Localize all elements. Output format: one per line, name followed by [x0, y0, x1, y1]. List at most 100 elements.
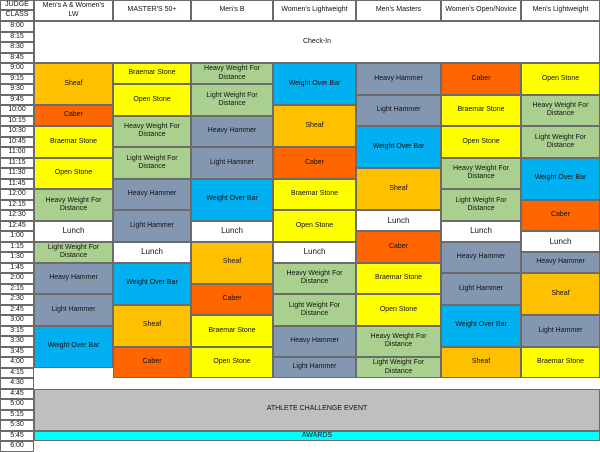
time-label: 10:45 [0, 136, 34, 147]
event-open: Open Stone [441, 126, 521, 158]
time-label: 9:45 [0, 94, 34, 105]
event-wob: Weight Over Bar [441, 304, 521, 347]
event-hh: Heavy Hammer [521, 252, 600, 273]
event-sheaf: Sheaf [34, 63, 113, 105]
event-lunch: Lunch [441, 220, 521, 242]
time-label: 4:00 [0, 357, 34, 368]
time-label: 3:15 [0, 325, 34, 336]
time-label: 10:00 [0, 105, 34, 116]
event-hwfd: Heavy Weight For Distance [441, 157, 521, 189]
time-label: 8:45 [0, 52, 34, 63]
event-caber: Caber [113, 346, 191, 378]
column-header: Men's A & Women's LW [34, 0, 113, 21]
time-label: 1:00 [0, 231, 34, 242]
event-braemar: Braemar Stone [113, 63, 191, 84]
time-label: 2:15 [0, 283, 34, 294]
event-hh: Heavy Hammer [191, 115, 273, 147]
time-label: 2:45 [0, 304, 34, 315]
time-label: 11:30 [0, 168, 34, 179]
event-sheaf: Sheaf [521, 273, 600, 315]
time-label: 9:30 [0, 84, 34, 95]
time-label: 5:15 [0, 409, 34, 420]
event-hwfd: Heavy Weight For Distance [521, 94, 600, 126]
athlete-challenge-row: ATHLETE CHALLENGE EVENT [34, 388, 600, 431]
event-caber: Caber [34, 105, 113, 126]
event-lh: Light Hammer [113, 210, 191, 242]
event-braemar: Braemar Stone [191, 315, 273, 347]
event-lunch: Lunch [34, 220, 113, 242]
event-hh: Heavy Hammer [113, 178, 191, 210]
event-caber: Caber [441, 63, 521, 95]
event-lunch: Lunch [273, 241, 356, 263]
event-open: Open Stone [34, 157, 113, 189]
check-in-row: Check-In [34, 21, 600, 63]
column-header: MASTER'S 50+ [113, 0, 191, 21]
event-wob: Weight Over Bar [113, 262, 191, 305]
event-lwfd: Light Weight For Distance [441, 189, 521, 221]
time-label: 8:00 [0, 21, 34, 32]
event-lwfd: Light Weight For Distance [521, 126, 600, 158]
time-label: 12:00 [0, 189, 34, 200]
event-lunch: Lunch [191, 220, 273, 242]
time-label: 8:15 [0, 31, 34, 42]
time-label: 10:15 [0, 115, 34, 126]
event-braemar: Braemar Stone [273, 178, 356, 210]
time-label: 4:15 [0, 367, 34, 378]
time-label: 8:30 [0, 42, 34, 53]
event-wob: Weight Over Bar [356, 126, 441, 168]
time-label: 10:30 [0, 126, 34, 137]
time-label: 4:45 [0, 388, 34, 399]
event-lh: Light Hammer [273, 357, 356, 378]
event-lh: Light Hammer [441, 273, 521, 305]
event-lwfd: Light Weight For Distance [191, 84, 273, 116]
time-label: 12:45 [0, 220, 34, 231]
column-header: Men's Lightweight [521, 0, 600, 21]
time-label: 2:00 [0, 273, 34, 284]
judge-label: JUDGE [0, 0, 34, 10]
time-label: 6:00 [0, 441, 34, 452]
event-lwfd: Light Weight For Distance [273, 294, 356, 326]
time-label: 5:45 [0, 430, 34, 441]
time-label: 4:30 [0, 378, 34, 389]
time-label: 11:15 [0, 157, 34, 168]
time-label: 1:15 [0, 241, 34, 252]
time-label: 9:00 [0, 63, 34, 74]
class-label: CLASS [0, 10, 34, 21]
awards-row: AWARDS [34, 430, 600, 441]
event-braemar: Braemar Stone [441, 94, 521, 126]
event-caber: Caber [273, 147, 356, 179]
event-sheaf: Sheaf [113, 304, 191, 347]
time-label: 9:15 [0, 73, 34, 84]
time-label: 1:45 [0, 262, 34, 273]
time-label: 3:45 [0, 346, 34, 357]
time-label: 3:00 [0, 315, 34, 326]
event-open: Open Stone [356, 294, 441, 326]
event-hh: Heavy Hammer [441, 241, 521, 273]
time-label: 11:45 [0, 178, 34, 189]
event-hwfd: Heavy Weight For Distance [113, 115, 191, 147]
time-label: 5:00 [0, 399, 34, 410]
event-hwfd: Heavy Weight For Distance [356, 325, 441, 357]
event-wob: Weight Over Bar [273, 63, 356, 105]
event-braemar: Braemar Stone [34, 126, 113, 158]
event-open: Open Stone [273, 210, 356, 242]
event-open: Open Stone [521, 63, 600, 95]
event-caber: Caber [521, 199, 600, 231]
event-wob: Weight Over Bar [521, 157, 600, 200]
column-header: Men's B [191, 0, 273, 21]
event-sheaf: Sheaf [191, 241, 273, 284]
event-lunch: Lunch [521, 231, 600, 252]
time-label: 12:30 [0, 210, 34, 221]
column-header: Men's Masters [356, 0, 441, 21]
event-lwfd: Light Weight For Distance [34, 241, 113, 263]
time-label: 2:30 [0, 294, 34, 305]
event-lh: Light Hammer [521, 315, 600, 347]
event-caber: Caber [191, 283, 273, 315]
event-lh: Light Hammer [356, 94, 441, 126]
event-lh: Light Hammer [34, 294, 113, 326]
event-lunch: Lunch [356, 210, 441, 231]
event-wob: Weight Over Bar [34, 325, 113, 368]
event-lwfd: Light Weight For Distance [356, 357, 441, 378]
event-wob: Weight Over Bar [191, 178, 273, 221]
event-lh: Light Hammer [191, 147, 273, 179]
